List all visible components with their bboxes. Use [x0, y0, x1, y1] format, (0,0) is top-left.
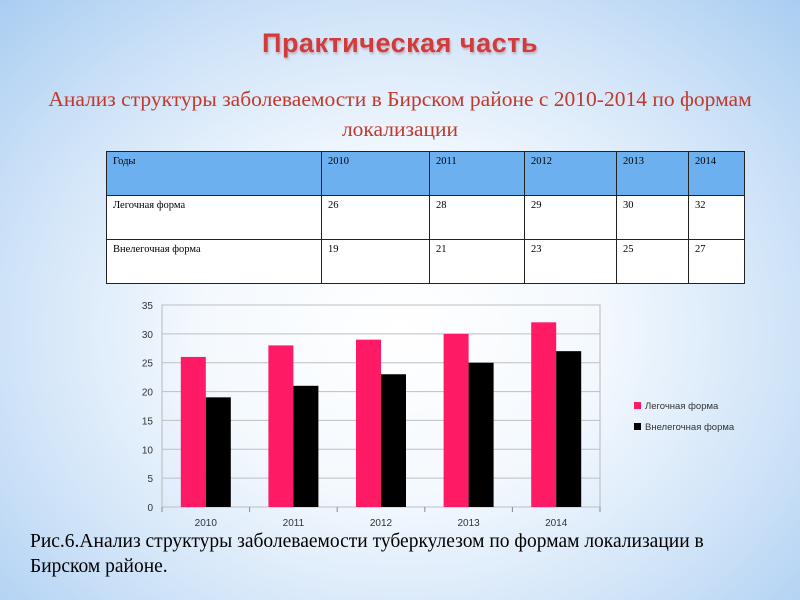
bar — [468, 362, 494, 507]
y-tick-label: 35 — [142, 301, 154, 312]
table-cell: 27 — [688, 239, 745, 284]
table-header-cell: Годы — [106, 151, 322, 196]
table-header-cell: 2013 — [616, 151, 689, 196]
bar — [205, 397, 231, 507]
y-tick-label: 0 — [147, 503, 153, 514]
x-tick-label: 2011 — [283, 518, 305, 529]
bar — [531, 322, 557, 507]
legend-label: Внелегочная форма — [645, 422, 735, 433]
bar — [556, 351, 582, 507]
data-table: Годы 2010 2011 2012 2013 2014 Легочная ф… — [106, 151, 745, 284]
table-cell: 30 — [616, 195, 689, 240]
table-header-cell: 2014 — [688, 151, 745, 196]
x-tick-label: 2014 — [545, 518, 568, 529]
table-header-cell: 2012 — [524, 151, 617, 196]
slide-subtitle: Анализ структуры заболеваемости в Бирско… — [48, 87, 752, 141]
bar-chart-svg: 0 5 10 15 20 25 30 35 2010 2011 2012 2013 2014 Легочн… — [142, 301, 735, 529]
y-tick-label: 10 — [142, 445, 154, 456]
y-tick-label: 25 — [142, 359, 154, 370]
x-tick-label: 2010 — [195, 518, 218, 529]
table-cell: 25 — [616, 239, 689, 284]
table-cell: 29 — [524, 195, 617, 240]
x-tick-label: 2012 — [370, 518, 393, 529]
table-cell: 21 — [429, 239, 525, 284]
bar — [381, 374, 406, 507]
table-cell: 28 — [429, 195, 525, 240]
table-header-cell: 2010 — [321, 151, 430, 196]
figure-caption: Рис.6.Анализ структуры заболеваемости ту… — [30, 531, 704, 577]
table-row: Легочная форма 26 28 29 30 32 — [106, 195, 745, 240]
legend-label: Легочная форма — [645, 401, 719, 412]
slide-title: Практическая часть — [262, 28, 538, 58]
table-cell: 32 — [688, 195, 745, 240]
y-tick-label: 5 — [147, 474, 153, 485]
bar — [293, 385, 319, 507]
table-header-row: Годы 2010 2011 2012 2013 2014 — [106, 151, 745, 196]
bar — [356, 339, 381, 507]
bar — [443, 333, 469, 507]
table-cell: Внелегочная форма — [106, 239, 322, 284]
table-header-cell: 2011 — [429, 151, 525, 196]
bar — [268, 345, 294, 507]
table-row: Внелегочная форма 19 21 23 25 27 — [106, 239, 745, 284]
bar — [180, 356, 206, 507]
x-tick-label: 2013 — [457, 518, 480, 529]
legend-swatch — [634, 423, 641, 430]
table-cell: 19 — [321, 239, 430, 284]
legend-swatch — [634, 402, 641, 409]
y-tick-label: 15 — [142, 416, 154, 427]
table-cell: Легочная форма — [106, 195, 322, 240]
bar-chart: 0 5 10 15 20 25 30 35 2010 2011 2012 2013 2014 Легочн… — [130, 292, 750, 540]
y-tick-label: 30 — [142, 330, 154, 341]
table-cell: 23 — [524, 239, 617, 284]
y-tick-label: 20 — [142, 388, 154, 399]
table-cell: 26 — [321, 195, 430, 240]
